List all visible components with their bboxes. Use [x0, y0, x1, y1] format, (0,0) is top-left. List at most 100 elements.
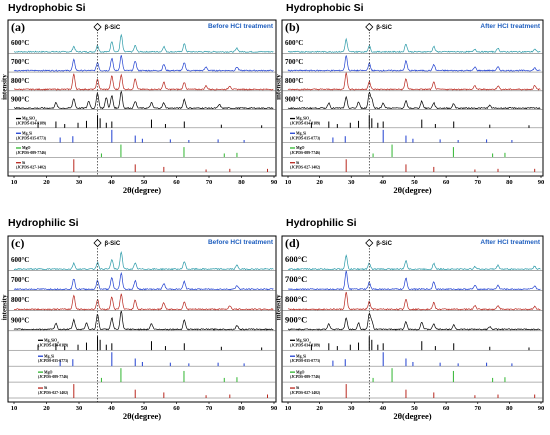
- x-tick-label: 90: [271, 179, 278, 186]
- reference-name: Si: [44, 386, 47, 390]
- x-tick-label: 40: [380, 179, 387, 186]
- reference-name: Si: [296, 386, 299, 390]
- xrd-trace-900c: [13, 90, 274, 110]
- reference-name: Mg2SiO4: [296, 117, 311, 123]
- xrd-trace-800c: [13, 73, 274, 91]
- sic-diamond-icon: [93, 238, 102, 248]
- reference-card: (JCPDS-035-0773): [38, 359, 69, 363]
- y-axis-label: intensity: [275, 294, 283, 320]
- treatment-label: Before HCl treatment: [208, 23, 274, 30]
- panel-label: (c): [11, 236, 24, 250]
- x-tick-label: 80: [506, 179, 513, 186]
- xrd-trace-900c: [287, 91, 541, 110]
- sic-label: β-SiC: [105, 241, 121, 247]
- xrd-trace-600c: [287, 254, 541, 271]
- temperature-label: 900°C: [11, 96, 29, 104]
- temperature-label: 600°C: [11, 39, 29, 47]
- reference-name: Mg2SiO4: [44, 338, 59, 344]
- temperature-label: 900°C: [285, 314, 307, 324]
- xrd-trace-600c: [13, 250, 274, 271]
- xrd-trace-900c: [287, 312, 541, 331]
- panel-label: (d): [285, 236, 300, 250]
- reference-card: (JCPDS-089-7746): [290, 151, 321, 155]
- x-tick-label: 80: [506, 405, 513, 412]
- x-tick-label: 70: [475, 405, 482, 412]
- x-tick-label: 10: [285, 179, 292, 186]
- x-axis-label: 2θ(degree): [393, 411, 431, 421]
- temperature-label: 800°C: [285, 294, 307, 304]
- panel-label: (a): [11, 20, 25, 34]
- x-axis-label: 2θ(degree): [123, 411, 161, 421]
- x-tick-label: 10: [11, 179, 18, 186]
- reference-card: (JCPDS-027-1402): [290, 391, 321, 395]
- panel-d: Hydrophilic Si (d) After HCl treatment β-Si…: [275, 217, 545, 421]
- panel-frame: [7, 235, 277, 403]
- reference-card: (JCPDS-027-1402): [290, 166, 321, 170]
- x-tick-label: 70: [206, 179, 213, 186]
- xrd-trace-600c: [287, 37, 541, 54]
- xrd-trace-700c: [13, 55, 274, 72]
- x-tick-label: 80: [238, 179, 245, 186]
- reference-card: (JCPDS-034-0189): [290, 122, 321, 126]
- temperature-label: 600°C: [11, 256, 29, 264]
- temperature-label: 700°C: [11, 58, 29, 66]
- xrd-trace-800c: [287, 291, 541, 311]
- temperature-label: 700°C: [285, 274, 307, 284]
- temperature-label: 900°C: [11, 316, 29, 324]
- x-tick-label: 90: [271, 405, 278, 412]
- panel-title: Hydrophobic Si: [286, 2, 364, 14]
- x-tick-label: 20: [43, 179, 50, 186]
- y-axis-label: intensity: [275, 74, 283, 100]
- temperature-label: 700°C: [11, 276, 29, 284]
- treatment-label: After HCl treatment: [480, 23, 540, 30]
- y-axis-label: intensity: [1, 74, 9, 100]
- panel-title: Hydrophilic Si: [286, 217, 357, 229]
- x-tick-label: 90: [538, 179, 545, 186]
- reference-card: (JCPDS-034-0189): [290, 343, 321, 347]
- x-tick-label: 30: [348, 179, 355, 186]
- panel-label: (b): [285, 20, 300, 34]
- sic-diamond-icon: [365, 238, 374, 248]
- reference-card: (JCPDS-027-1402): [38, 391, 69, 395]
- panel-frame: [281, 19, 544, 177]
- x-tick-label: 50: [411, 405, 418, 412]
- x-tick-label: 30: [348, 405, 355, 412]
- x-tick-label: 50: [141, 179, 148, 186]
- panel-frame: [7, 19, 277, 177]
- sic-label: β-SiC: [105, 25, 121, 31]
- x-tick-label: 70: [475, 179, 482, 186]
- sic-diamond-icon: [365, 22, 374, 32]
- x-axis-label: 2θ(degree): [123, 185, 161, 195]
- sic-diamond-icon: [93, 22, 102, 32]
- reference-name: Mg2Si: [22, 131, 32, 137]
- xrd-trace-700c: [13, 271, 274, 291]
- treatment-label: After HCl treatment: [480, 239, 540, 246]
- temperature-label: 600°C: [285, 39, 303, 47]
- x-tick-label: 60: [173, 179, 180, 186]
- temperature-label: 900°C: [285, 96, 303, 104]
- xrd-trace-700c: [287, 54, 541, 72]
- reference-name: MgO: [44, 370, 52, 374]
- x-tick-label: 60: [443, 179, 450, 186]
- panel-title: Hydrophobic Si: [8, 2, 86, 14]
- x-tick-label: 80: [238, 405, 245, 412]
- x-tick-label: 40: [108, 405, 115, 412]
- x-tick-label: 60: [443, 405, 450, 412]
- x-axis-label: 2θ(degree): [393, 185, 431, 195]
- reference-card: (JCPDS-034-0189): [38, 343, 69, 347]
- reference-card: (JCPDS-089-7746): [16, 151, 47, 155]
- reference-name: Mg2Si: [296, 354, 306, 360]
- xrd-trace-800c: [13, 293, 274, 311]
- x-tick-label: 40: [108, 179, 115, 186]
- xrd-trace-600c: [13, 33, 274, 53]
- reference-card: (JCPDS-035-0773): [16, 136, 47, 140]
- reference-card: (JCPDS-027-1402): [16, 166, 47, 170]
- reference-name: MgO: [296, 370, 304, 374]
- reference-card: (JCPDS-089-7746): [290, 375, 321, 379]
- x-tick-label: 50: [411, 179, 418, 186]
- x-tick-label: 20: [316, 405, 323, 412]
- panel-c: Hydrophilic Si (c) Before HCl treatment β-S…: [1, 217, 278, 421]
- x-tick-label: 90: [538, 405, 545, 412]
- reference-name: Mg2SiO4: [22, 117, 37, 123]
